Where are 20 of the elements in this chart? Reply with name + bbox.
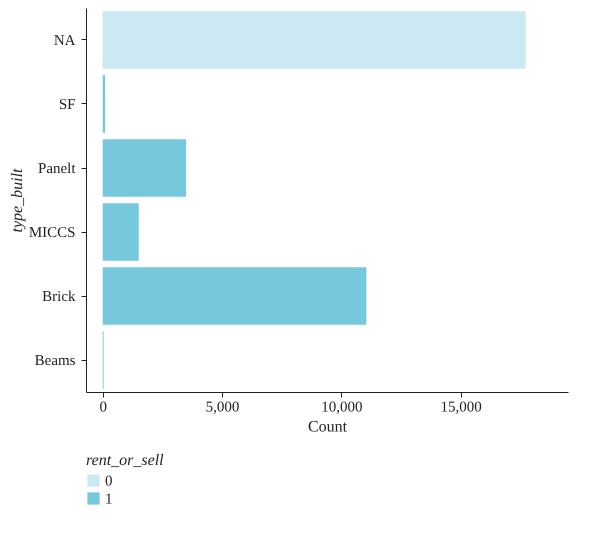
x-tick-label: 0 (99, 400, 107, 416)
y-tick-label: Beams (34, 353, 76, 369)
legend-label: 1 (105, 492, 112, 508)
bar (102, 203, 139, 261)
y-tick-label: NA (54, 33, 76, 49)
bar (102, 11, 526, 69)
y-tick-label: MICCS (28, 225, 76, 241)
bar (102, 267, 366, 325)
y-axis-title: type_built (8, 168, 26, 232)
legend-label: 0 (105, 474, 112, 490)
bar (102, 75, 106, 133)
y-tick-label: Brick (42, 289, 76, 305)
x-tick-label: 5,000 (206, 400, 240, 416)
y-tick-label: Panelt (38, 161, 76, 177)
x-axis-title: Count (308, 418, 348, 436)
y-tick-label: SF (58, 97, 76, 113)
bar (102, 139, 186, 197)
x-tick-label: 10,000 (321, 400, 362, 416)
legend-title: rent_or_sell (86, 452, 164, 469)
x-tick-label: 15,000 (440, 400, 482, 416)
